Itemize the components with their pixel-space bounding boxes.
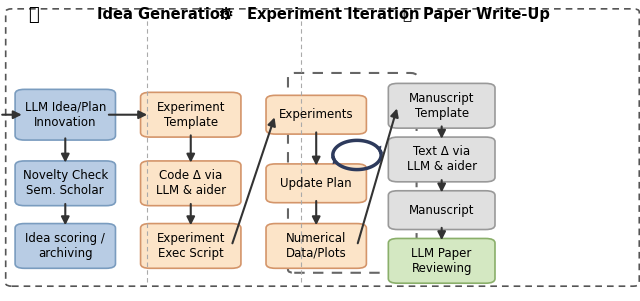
FancyBboxPatch shape — [141, 161, 241, 206]
FancyBboxPatch shape — [388, 137, 495, 182]
Text: ⚙: ⚙ — [217, 6, 234, 24]
Text: Experiment Iteration: Experiment Iteration — [247, 7, 420, 22]
Text: Idea scoring /
archiving: Idea scoring / archiving — [26, 232, 105, 260]
Text: Experiment
Exec Script: Experiment Exec Script — [157, 232, 225, 260]
FancyBboxPatch shape — [15, 161, 115, 206]
FancyBboxPatch shape — [266, 164, 366, 203]
Text: Manuscript: Manuscript — [409, 204, 474, 217]
Text: Text Δ via
LLM & aider: Text Δ via LLM & aider — [406, 145, 477, 173]
Text: Update Plan: Update Plan — [280, 177, 352, 190]
Text: LLM Paper
Reviewing: LLM Paper Reviewing — [412, 247, 472, 275]
FancyBboxPatch shape — [15, 89, 115, 140]
FancyBboxPatch shape — [15, 224, 115, 268]
Text: Numerical
Data/Plots: Numerical Data/Plots — [286, 232, 347, 260]
Text: LLM Idea/Plan
Innovation: LLM Idea/Plan Innovation — [24, 101, 106, 129]
FancyBboxPatch shape — [141, 224, 241, 268]
Text: Experiment
Template: Experiment Template — [157, 101, 225, 129]
FancyBboxPatch shape — [388, 238, 495, 283]
Text: 📄: 📄 — [403, 7, 412, 22]
FancyBboxPatch shape — [388, 83, 495, 128]
FancyBboxPatch shape — [266, 224, 366, 268]
Text: Experiments: Experiments — [279, 108, 353, 121]
Text: 💡: 💡 — [29, 6, 39, 24]
FancyBboxPatch shape — [388, 191, 495, 230]
Text: Idea Generation: Idea Generation — [97, 7, 230, 22]
Text: Novelty Check
Sem. Scholar: Novelty Check Sem. Scholar — [22, 169, 108, 197]
FancyBboxPatch shape — [266, 95, 366, 134]
Text: Manuscript
Template: Manuscript Template — [409, 92, 474, 120]
FancyBboxPatch shape — [141, 92, 241, 137]
Text: Code Δ via
LLM & aider: Code Δ via LLM & aider — [156, 169, 226, 197]
Text: Paper Write-Up: Paper Write-Up — [423, 7, 550, 22]
